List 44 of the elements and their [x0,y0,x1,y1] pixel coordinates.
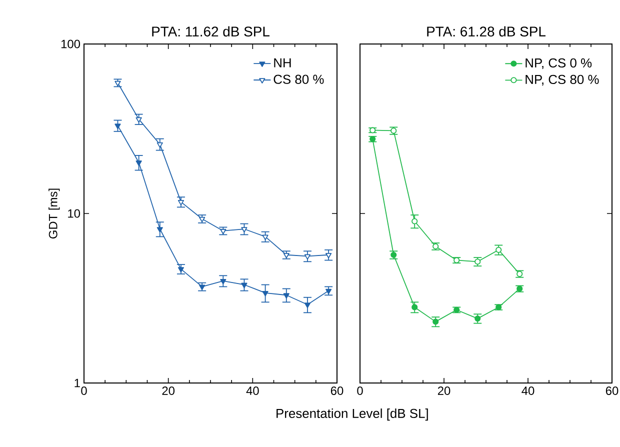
chart-title: PTA: 11.62 dB SPL [152,26,270,37]
point [114,124,121,130]
point [283,293,290,299]
point [412,304,418,310]
point [474,316,481,322]
y-tick-label: 100 [61,40,80,48]
x-tick-label: 40 [522,386,534,395]
y-tick-label: 10 [68,209,80,218]
point [241,227,248,232]
point [262,290,268,296]
legend-label: NP, CS 0 % [526,58,592,70]
x-tick-label: 60 [330,386,344,395]
x-tick-label: 0 [357,386,363,395]
point [241,282,248,288]
point [283,252,290,258]
point [220,228,226,234]
point [199,284,206,290]
x-tick-label: 60 [606,386,618,395]
point [304,254,311,260]
x-axis-title: Presentation Level [dB SL] [276,408,428,421]
x-tick-label: 40 [246,386,259,395]
y-axis-title: GDT [ms] [48,188,60,238]
point [136,160,142,166]
x-tick-label: 0 [81,386,87,395]
point [156,227,163,232]
legend-label: NP, CS 80 % [526,74,599,86]
point [136,117,142,123]
point [262,234,268,240]
chart-title: PTA: 61.28 dB SPL [427,26,546,37]
point [432,318,439,325]
point [304,302,311,308]
point [326,252,332,258]
legend-label: NH [274,58,291,68]
point [178,200,184,206]
point [156,142,163,148]
point [412,218,418,224]
legend-label: CS 80 % [274,74,324,84]
point [178,267,184,273]
x-tick-label: 20 [162,386,175,395]
point [220,279,226,284]
point [496,246,502,253]
point [199,216,206,222]
x-tick-label: 20 [438,386,450,395]
y-tick-label: 1 [74,378,80,388]
